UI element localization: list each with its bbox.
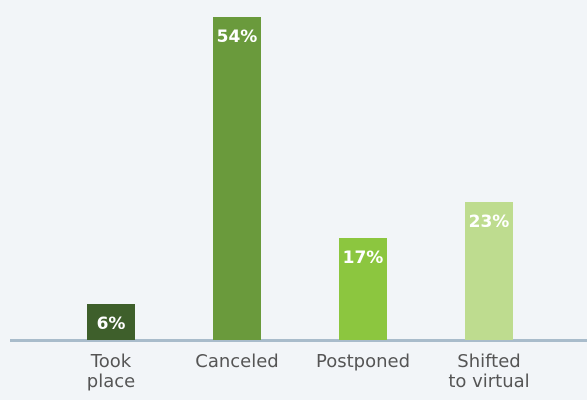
data-label: 6%	[96, 314, 126, 335]
bar	[465, 202, 513, 340]
data-label: 17%	[342, 248, 384, 269]
bar	[213, 17, 261, 340]
x-tick-label: Postponed	[315, 351, 410, 372]
data-label: 54%	[216, 27, 258, 47]
x-tick-label: Shifted to virtual	[448, 351, 530, 392]
x-tick-label: Canceled	[195, 351, 279, 372]
data-label: 23%	[468, 212, 510, 233]
x-tick-label: Took place	[86, 351, 136, 392]
bar	[339, 238, 387, 340]
bar	[87, 304, 135, 340]
baseline	[10, 339, 587, 342]
